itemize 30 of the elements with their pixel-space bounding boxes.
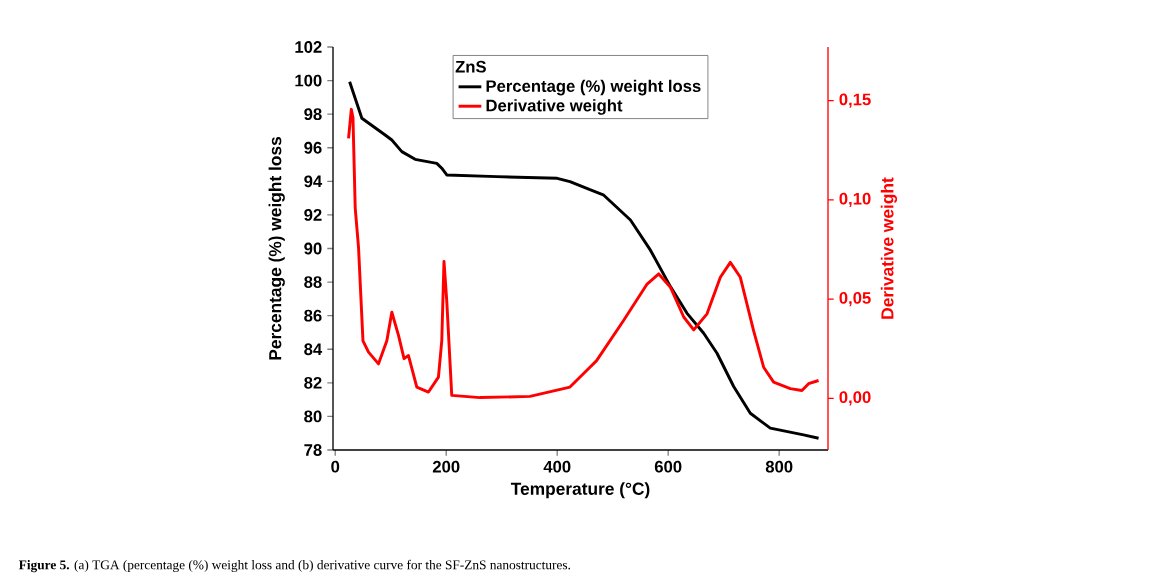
y-tick-label: 80 [304, 410, 322, 423]
y2-tick-label: 0,10 [839, 192, 871, 207]
y-tick-label: 96 [304, 141, 322, 154]
x-tick-label: 200 [432, 460, 460, 473]
y-tick-label: 102 [295, 41, 322, 53]
x-tick-label: 800 [765, 460, 793, 473]
y2-tick-label: 0,00 [839, 391, 871, 406]
line-series [348, 80, 821, 440]
y2-axis-title: Derivative weight [880, 177, 898, 319]
y-tick-label: 82 [304, 376, 322, 389]
y2-tick-label: 0,15 [839, 93, 871, 108]
y-axis-title: Percentage (%) weight loss [268, 137, 285, 360]
y-tick-label: 84 [304, 343, 323, 356]
x-tick-label: 0 [331, 460, 340, 473]
text: Figure 5. (a) TGA (percentage (%) weight loss and (b) derivative curve for the SF-ZnS nanostructures. [18, 559, 571, 573]
x-tick-label: 600 [654, 460, 682, 473]
y-tick-label: 100 [295, 74, 322, 87]
y-tick-label: 86 [304, 309, 322, 322]
legend-label: Percentage (%) weight loss [486, 79, 701, 96]
legend-label: Derivative weight [486, 99, 623, 115]
y-tick-label: 90 [304, 242, 322, 255]
y-tick-label: 92 [304, 209, 322, 221]
y2-tick-label: 0,05 [839, 292, 871, 307]
x-axis-title: Temperature (°C) [510, 482, 650, 499]
y-tick-label: 78 [304, 444, 322, 456]
y-tick-label: 94 [304, 175, 323, 188]
x-tick-label: 400 [543, 460, 571, 473]
legend-title: ZnS [455, 60, 486, 73]
y-tick-label: 88 [304, 276, 322, 288]
y-tick-label: 98 [304, 108, 322, 121]
